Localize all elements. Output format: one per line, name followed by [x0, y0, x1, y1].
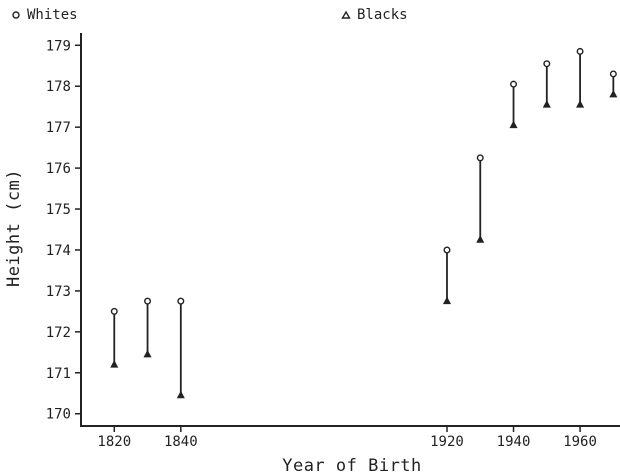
- whites-point: [476, 154, 484, 162]
- whites-point: [144, 297, 152, 305]
- whites-point: [177, 297, 185, 305]
- blacks-point: [143, 349, 152, 358]
- blacks-point: [609, 89, 618, 98]
- whites-point: [110, 307, 118, 315]
- whites-point: [443, 246, 451, 254]
- y-tick-label: 179: [46, 38, 71, 54]
- whites-point: [609, 70, 617, 78]
- blacks-point: [509, 120, 518, 129]
- blacks-point: [542, 100, 551, 108]
- x-axis-title: Year of Birth: [282, 456, 422, 476]
- legend: Whites Blacks: [12, 7, 408, 23]
- blacks-point: [176, 390, 185, 399]
- y-tick-label: 171: [46, 366, 71, 382]
- legend-whites-marker-icon: [12, 11, 20, 19]
- y-tick-label: 170: [46, 407, 71, 423]
- blacks-point: [576, 100, 585, 108]
- whites-point: [576, 47, 584, 55]
- blacks-point: [110, 360, 119, 368]
- legend-blacks-label: Blacks: [357, 7, 408, 23]
- y-tick-label: 172: [46, 325, 71, 341]
- whites-point: [510, 80, 518, 88]
- x-axis-ticks: 1820 1840 1920 1940 1960: [97, 426, 597, 450]
- y-tick-label: 178: [46, 79, 71, 95]
- y-tick-label: 177: [46, 120, 71, 136]
- height-gap-lines: [113, 51, 615, 396]
- x-tick-label: 1940: [497, 434, 531, 450]
- y-tick-label: 174: [46, 243, 71, 259]
- y-tick-label: 175: [46, 202, 71, 218]
- y-axis-title: Height (cm): [4, 169, 24, 287]
- legend-whites-label: Whites: [27, 7, 78, 23]
- blacks-point: [476, 235, 485, 243]
- y-tick-label: 173: [46, 284, 71, 300]
- blacks-point: [442, 296, 452, 305]
- y-axis-ticks: 170 171 172 173 174 175 176 177 178 179: [46, 38, 81, 423]
- whites-point: [543, 60, 551, 68]
- x-tick-label: 1820: [97, 434, 131, 450]
- legend-blacks-marker-icon: [341, 10, 351, 19]
- x-tick-label: 1840: [164, 434, 198, 450]
- y-tick-label: 176: [46, 161, 71, 177]
- x-tick-label: 1960: [563, 434, 597, 450]
- x-tick-label: 1920: [430, 434, 464, 450]
- data-markers: [110, 47, 618, 399]
